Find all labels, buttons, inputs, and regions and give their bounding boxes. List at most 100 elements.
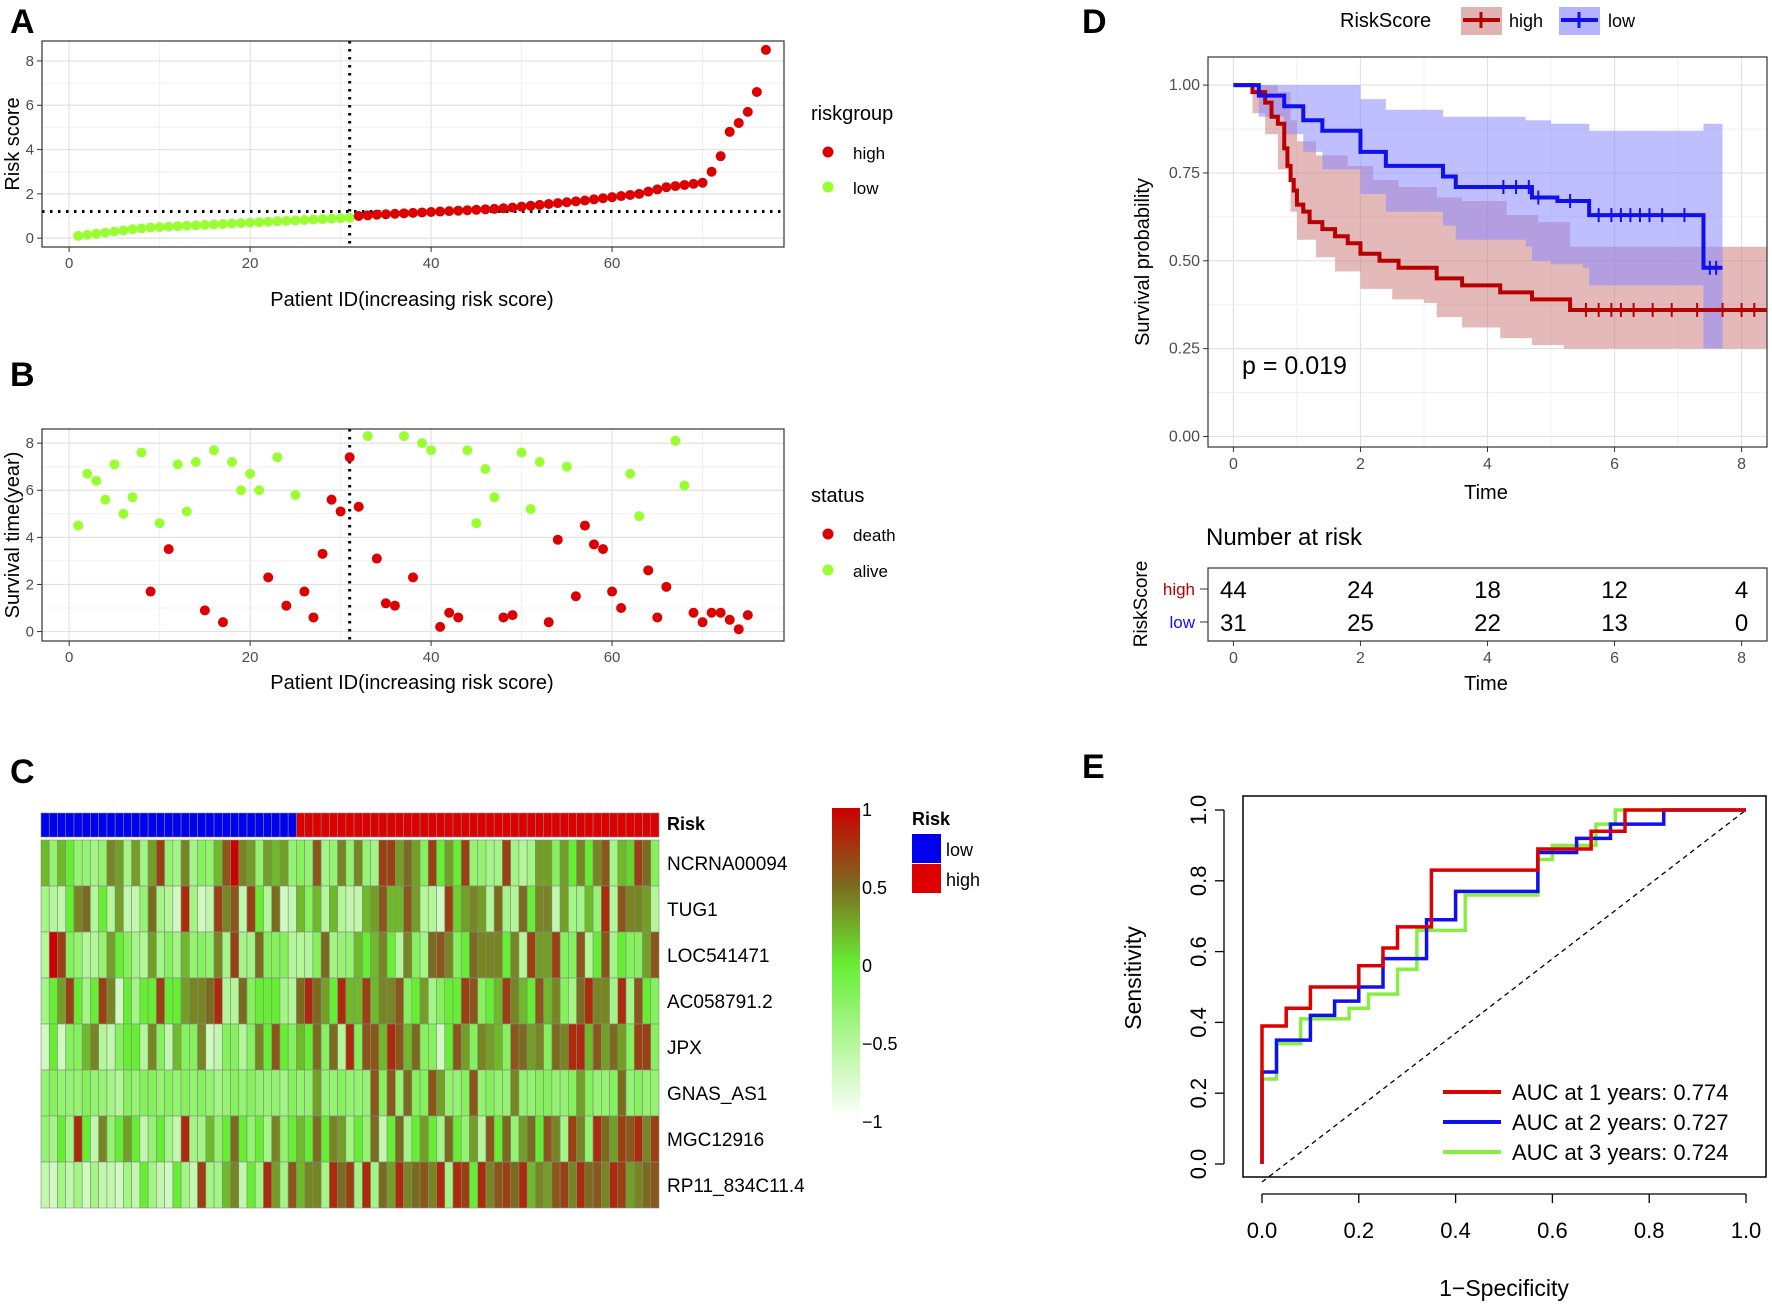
survival-point-death [145,586,156,597]
heatmap-cell [279,1069,289,1117]
panel-d-ticks: 0 2 4 6 8 1.00 0.75 0.50 0.25 0.00 [1169,77,1746,473]
heatmap-cell [48,839,58,887]
heatmap-cell [370,1115,380,1163]
heatmap-cell [633,885,643,933]
heatmap-cell [535,839,544,887]
risk-annotation-cell [642,812,652,838]
heatmap-cell [584,977,594,1025]
heatmap-cell [172,1023,182,1071]
heatmap-cell [378,839,388,887]
heatmap-cell [48,1023,58,1071]
heatmap-cell [609,931,619,979]
a-y-tick-label: 8 [26,53,34,70]
heatmap-cell [189,977,198,1025]
heatmap-cell [172,1161,182,1209]
heatmap-cell [617,1161,627,1209]
heatmap-cell [427,1069,437,1117]
risk-point-high [389,208,400,219]
survival-point-alive [290,489,301,500]
survival-point-alive [561,461,572,472]
heatmap-cell [180,1115,190,1163]
heatmap-cell [40,1069,50,1117]
survival-point-death [733,624,744,635]
heatmap-cell [650,1115,660,1163]
heatmap-cell [625,1069,635,1117]
heatmap-cell [436,885,446,933]
panel-c-gene-labels: NCRNA00094 TUG1 LOC541471 AC058791.2 JPX GNAS… [667,854,805,1197]
risk-annotation-cell [123,812,132,838]
heatmap-cell [98,839,108,887]
heatmap-cell [617,1115,627,1163]
heatmap-cell [568,1115,577,1163]
heatmap-cell [526,1115,536,1163]
heatmap-cell [271,1115,281,1163]
heatmap-cell [90,1115,99,1163]
risk-point-high [426,207,437,218]
risk-point-high [525,200,536,211]
heatmap-cell [320,931,330,979]
panel-c-legend-title: Risk [912,809,951,829]
heatmap-cell [197,931,207,979]
heatmap-cell [254,1161,264,1209]
b-x-tick-label: 60 [604,649,621,666]
heatmap-cell [510,1115,520,1163]
risk-annotation-cell [460,812,470,838]
heatmap-cell [633,1023,643,1071]
risk-point-low [290,215,301,226]
heatmap-cell [57,931,67,979]
heatmap-cell [57,885,67,933]
risk-annotation-cell [650,812,660,838]
heatmap-cell [172,839,182,887]
heatmap-cell [601,1115,610,1163]
heatmap-cell [90,839,99,887]
panel-label-c: C [10,753,35,791]
heatmap-cell [73,1161,83,1209]
heatmap-cell [329,1115,338,1163]
heatmap-cell [172,1115,182,1163]
heatmap-cell [386,839,396,887]
km-y-tick-label: 0.25 [1169,341,1200,358]
risk-annotation-cell [98,812,108,838]
risk-table-x-tick-label: 0 [1229,650,1238,667]
heatmap-cell [535,1023,544,1071]
heatmap-cell [263,977,273,1025]
heatmap-cell [559,885,569,933]
heatmap-cell [419,977,429,1025]
panel-b-ticks: 0 20 40 60 0 2 4 6 8 [26,435,621,666]
heatmap-cell [304,931,314,979]
heatmap-cell [230,1115,240,1163]
heatmap-cell [485,1023,495,1071]
roc-curve-3 [1260,808,1746,1164]
survival-point-death [389,600,400,611]
heatmap-cell [189,931,198,979]
risk-annotation-cell [427,812,437,838]
heatmap-cell [271,1161,281,1209]
risk-point-low [172,221,183,232]
heatmap-cell [386,885,396,933]
heatmap-cell [65,839,75,887]
heatmap-cell [205,931,215,979]
heatmap-cell [395,1161,404,1209]
risk-annotation-cell [73,812,83,838]
heatmap-cell [485,1069,495,1117]
a-y-tick-label: 0 [26,230,34,247]
heatmap-cell [535,1161,544,1209]
heatmap-cell [221,839,231,887]
risk-point-high [453,205,464,216]
heatmap-cell [329,839,338,887]
legend-km-high-label: high [1509,11,1543,31]
heatmap-cell [114,977,124,1025]
heatmap-cell [221,1115,231,1163]
heatmap-cell [73,839,83,887]
heatmap-cell [493,977,503,1025]
risk-point-low [190,220,201,231]
heatmap-cell [493,1023,503,1071]
risk-annotation-cell [337,812,347,838]
heatmap-cell [131,1069,141,1117]
risk-table-x-axis-title: Time [1464,673,1508,695]
heatmap-cell [156,1115,165,1163]
risk-annotation-cell [395,812,404,838]
heatmap-cell [444,1023,454,1071]
survival-point-alive [136,447,147,458]
